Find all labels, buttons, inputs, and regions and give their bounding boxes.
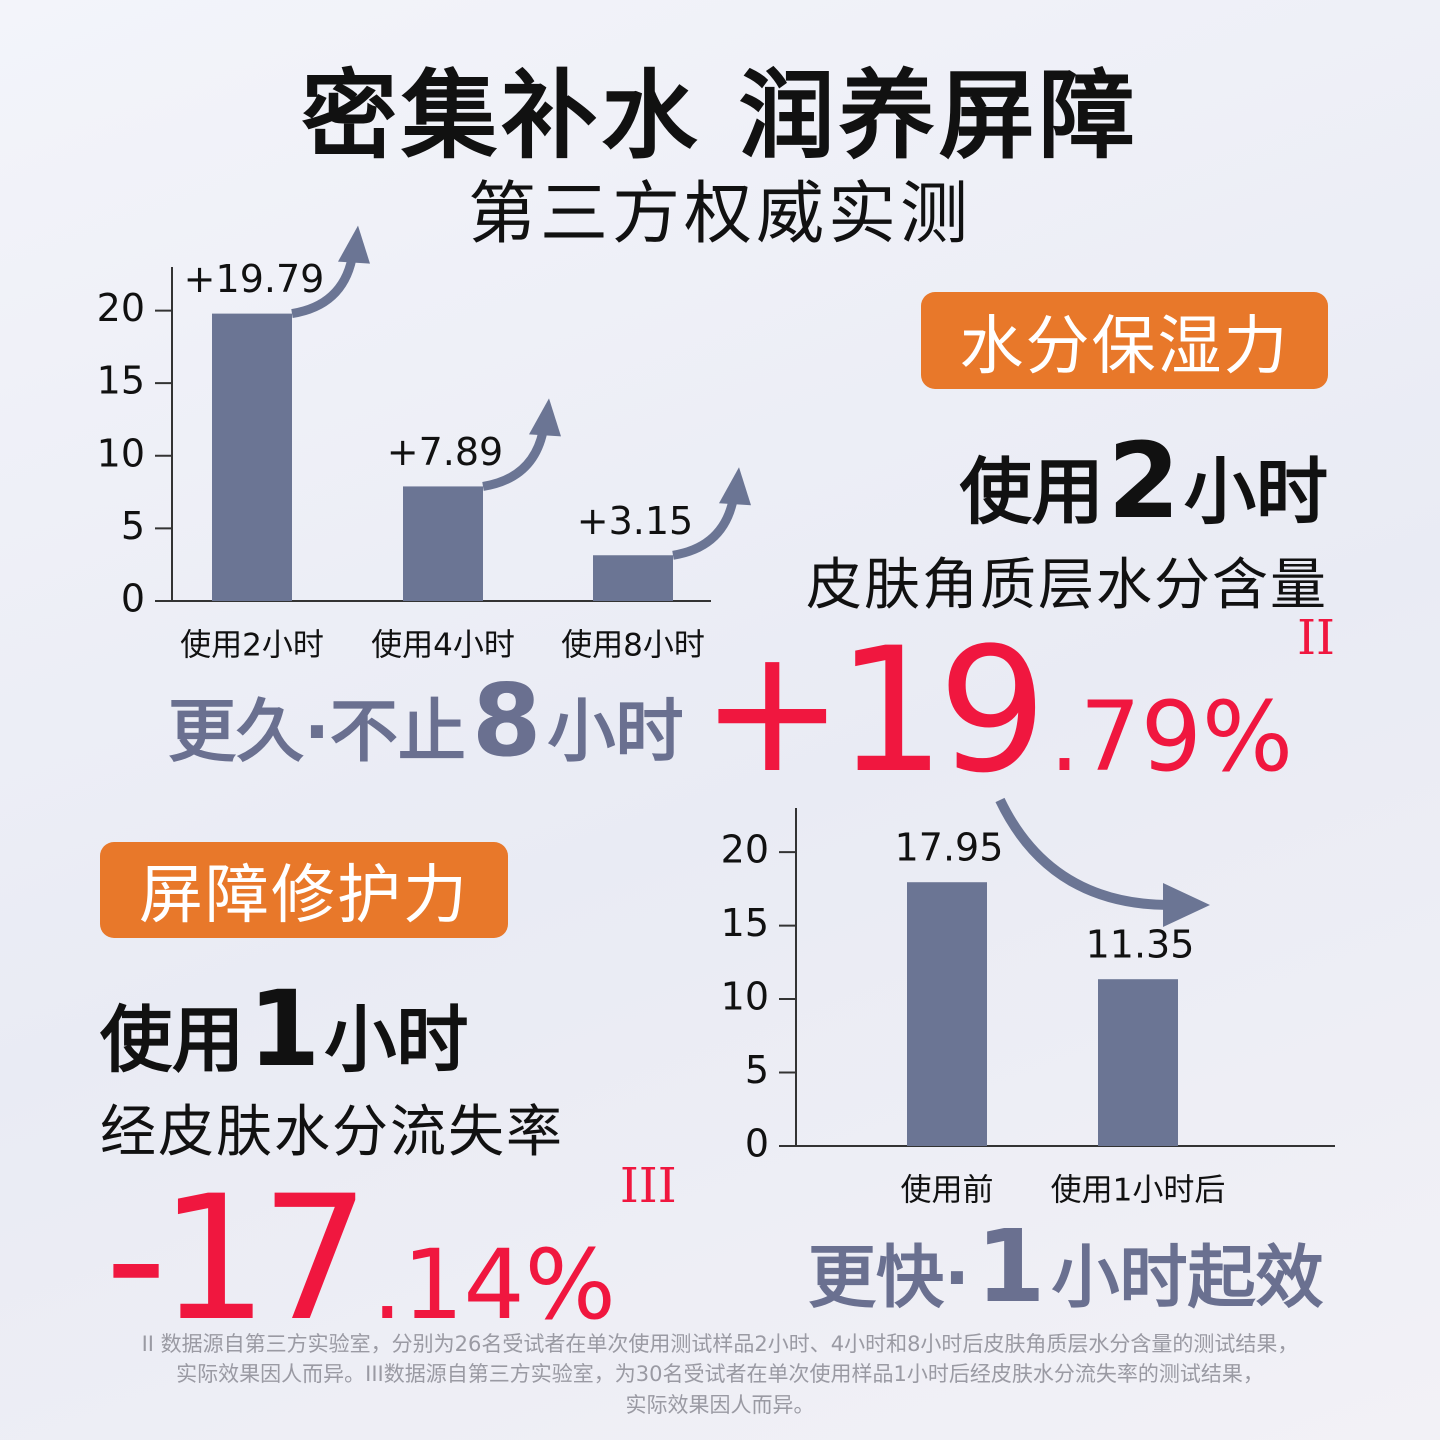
title: 密集补水 润养屏障 bbox=[301, 60, 1139, 172]
badge: 水分保湿力 bbox=[921, 292, 1328, 389]
note-mark: III bbox=[619, 1158, 677, 1214]
bar bbox=[212, 313, 292, 601]
value-label: 17.95 bbox=[895, 826, 1004, 870]
x-tick-label: 使用前 bbox=[901, 1173, 994, 1209]
y-tick-label: 20 bbox=[721, 828, 769, 872]
y-tick-label: 10 bbox=[97, 431, 145, 475]
x-tick-label: 使用1小时后 bbox=[1051, 1173, 1226, 1209]
slogan-text: 小时 bbox=[547, 693, 684, 772]
footnote: 实际效果因人而异。 bbox=[625, 1393, 815, 1417]
bar bbox=[1098, 979, 1178, 1146]
value-label: +3.15 bbox=[577, 499, 693, 543]
arrow bbox=[482, 430, 548, 491]
y-tick-label: 20 bbox=[97, 286, 145, 330]
y-tick-label: 5 bbox=[745, 1048, 769, 1092]
x-tick-label: 使用8小时 bbox=[561, 628, 705, 664]
result: +19.79% II bbox=[700, 610, 1335, 811]
arrow-head bbox=[719, 467, 751, 506]
slogan-text: 小时起效 bbox=[1051, 1239, 1324, 1318]
slogan-number: 8 bbox=[471, 662, 542, 779]
duration: 使用 2 小时 bbox=[960, 420, 1328, 542]
y-tick-label: 0 bbox=[121, 577, 145, 621]
value-label: +7.89 bbox=[387, 430, 503, 474]
duration-text: 小时 bbox=[324, 998, 469, 1082]
duration-text: 小时 bbox=[1183, 450, 1328, 534]
arrow bbox=[672, 499, 738, 560]
slogan-text: 更快· bbox=[808, 1239, 970, 1318]
metric: 皮肤角质层水分含量 bbox=[806, 553, 1328, 618]
arrow-head bbox=[529, 398, 561, 437]
result-main: +19 bbox=[700, 610, 1047, 811]
footnote: II 数据源自第三方实验室，分别为26名受试者在单次使用测试样品2小时、4小时和… bbox=[141, 1332, 1299, 1356]
note-mark: II bbox=[1297, 610, 1335, 666]
y-tick-label: 15 bbox=[721, 901, 769, 945]
metric: 经皮肤水分流失率 bbox=[100, 1100, 564, 1165]
y-tick-label: 5 bbox=[121, 504, 145, 548]
arrow-head bbox=[338, 225, 370, 264]
slogan-text: 更久·不止 bbox=[168, 693, 466, 772]
result-decimal: .79% bbox=[1049, 681, 1294, 793]
result: -17.14% III bbox=[105, 1158, 677, 1359]
result-main: -17 bbox=[105, 1158, 370, 1359]
duration: 使用 1 小时 bbox=[100, 968, 468, 1090]
arrow-head bbox=[1163, 883, 1210, 927]
slogan-number: 1 bbox=[975, 1208, 1046, 1325]
y-tick-label: 0 bbox=[745, 1122, 769, 1166]
duration-text: 使用 bbox=[100, 998, 245, 1082]
bar bbox=[403, 486, 483, 601]
slogan: 更快· 1 小时起效 bbox=[808, 1208, 1323, 1325]
y-tick-label: 15 bbox=[97, 359, 145, 403]
duration-number: 2 bbox=[1107, 420, 1180, 542]
duration-text: 使用 bbox=[959, 450, 1104, 534]
bar bbox=[593, 555, 673, 601]
value-label: 11.35 bbox=[1086, 923, 1195, 967]
x-tick-label: 使用2小时 bbox=[180, 628, 324, 664]
y-tick-label: 10 bbox=[721, 975, 769, 1019]
arrow bbox=[291, 257, 357, 319]
arrow bbox=[995, 797, 1171, 910]
footnote: 实际效果因人而异。III数据源自第三方实验室，为30名受试者在单次使用样品1小时… bbox=[176, 1362, 1264, 1386]
value-label: +19.79 bbox=[184, 257, 325, 301]
badge: 屏障修护力 bbox=[100, 842, 508, 938]
subtitle: 第三方权威实测 bbox=[467, 175, 972, 254]
bar bbox=[907, 882, 987, 1146]
x-tick-label: 使用4小时 bbox=[371, 628, 515, 664]
duration-number: 1 bbox=[248, 968, 321, 1090]
result-decimal: .14% bbox=[371, 1229, 616, 1341]
slogan: 更久·不止 8 小时 bbox=[168, 662, 683, 779]
